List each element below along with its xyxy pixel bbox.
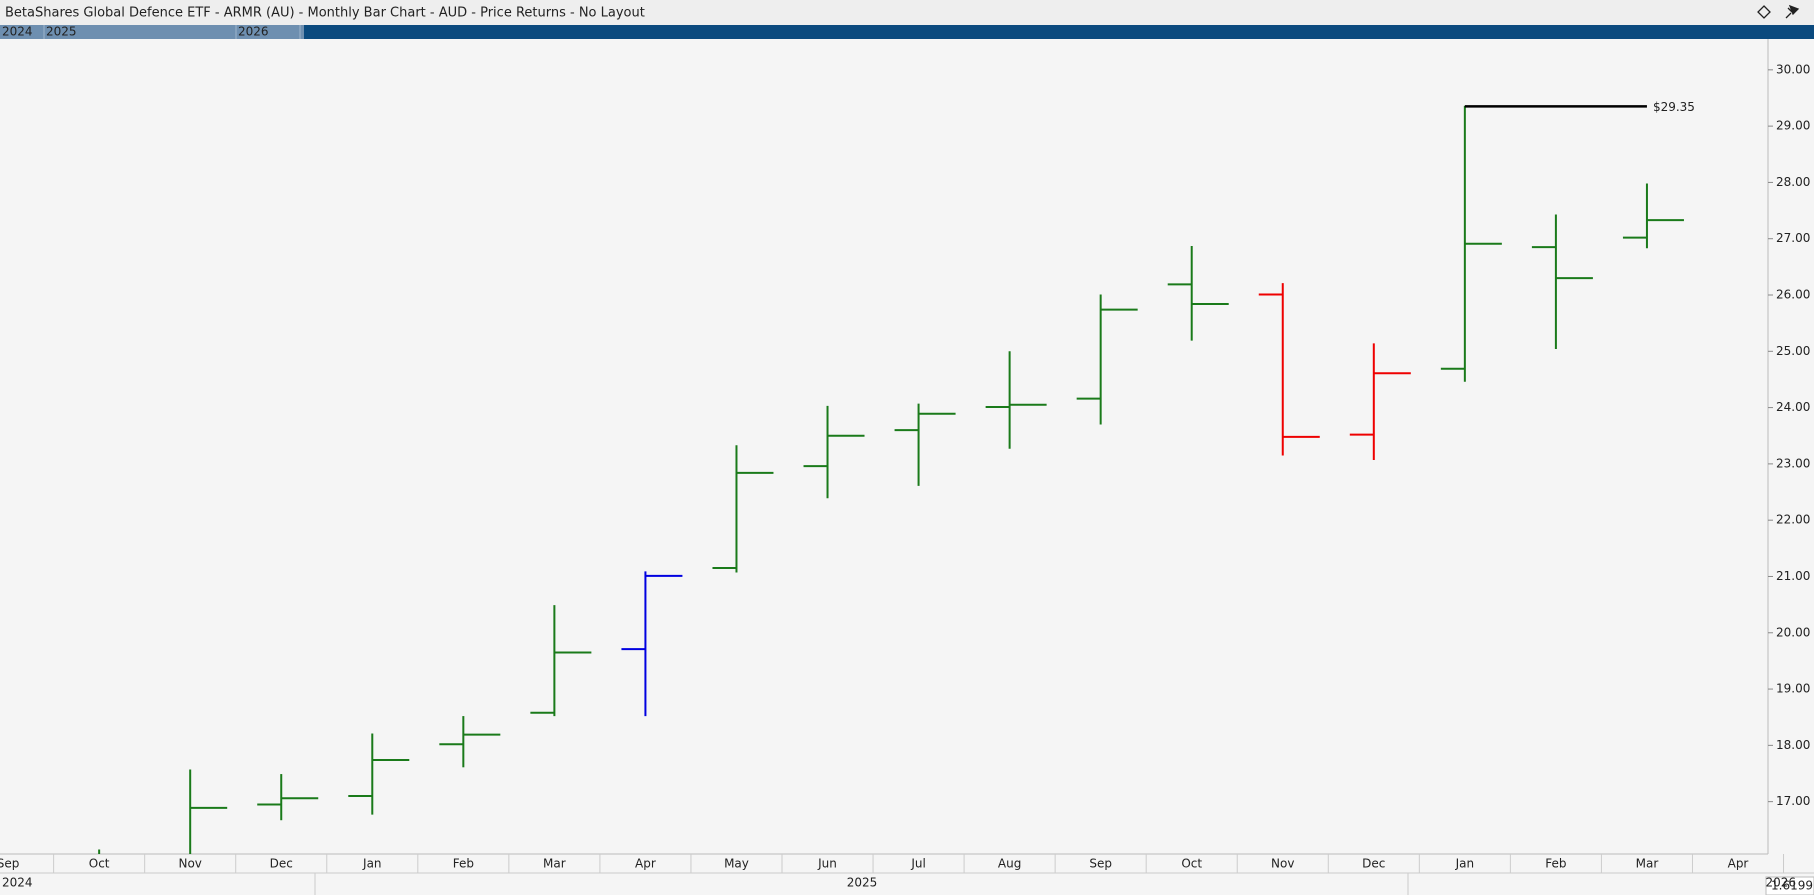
x-tick-label: Jan xyxy=(362,857,382,871)
x-tick-label: Feb xyxy=(1545,857,1566,871)
x-tick-label: Jun xyxy=(817,857,837,871)
x-tick-label: May xyxy=(724,857,749,871)
y-tick-label: 27.00 xyxy=(1776,231,1810,245)
x-tick-label: Jan xyxy=(1455,857,1475,871)
y-tick-label: 28.00 xyxy=(1776,175,1810,189)
year-label: 2026 xyxy=(1765,876,1796,890)
y-tick-label: 20.00 xyxy=(1776,625,1810,639)
y-tick-label: 18.00 xyxy=(1776,738,1810,752)
diamond-icon[interactable] xyxy=(1757,5,1771,19)
y-tick-label: 30.00 xyxy=(1776,62,1810,76)
status-box xyxy=(1765,876,1814,895)
status-value: 1.6199 xyxy=(1771,879,1813,893)
x-tick-label: Mar xyxy=(1636,857,1659,871)
x-tick-label: Jul xyxy=(910,857,925,871)
y-tick-label: 22.00 xyxy=(1776,513,1810,527)
year-label: 2024 xyxy=(2,876,33,890)
x-tick-label: Mar xyxy=(543,857,566,871)
y-axis-area xyxy=(1768,39,1814,854)
x-tick-label: Nov xyxy=(1271,857,1294,871)
navigator-label: 2024 xyxy=(2,25,33,39)
year-label: 2025 xyxy=(847,876,878,890)
x-tick-label: Oct xyxy=(89,857,110,871)
x-tick-label: Dec xyxy=(1362,857,1385,871)
y-tick-label: 23.00 xyxy=(1776,456,1810,470)
x-tick-label: Apr xyxy=(1728,857,1749,871)
x-tick-label: Feb xyxy=(453,857,474,871)
x-tick-label: Aug xyxy=(998,857,1021,871)
x-tick-label: Sep xyxy=(0,857,19,871)
annotation-label: $29.35 xyxy=(1653,100,1695,114)
y-tick-label: 17.00 xyxy=(1776,794,1810,808)
y-tick-label: 21.00 xyxy=(1776,569,1810,583)
navigator-label: 2026 xyxy=(238,25,269,39)
x-tick-label: Dec xyxy=(270,857,293,871)
pin-icon[interactable] xyxy=(1785,4,1800,19)
y-tick-label: 26.00 xyxy=(1776,288,1810,302)
y-tick-label: 19.00 xyxy=(1776,682,1810,696)
y-tick-label: 25.00 xyxy=(1776,344,1810,358)
x-tick-label: Apr xyxy=(635,857,656,871)
y-tick-label: 29.00 xyxy=(1776,119,1810,133)
y-tick-label: 24.00 xyxy=(1776,400,1810,414)
chart-title: BetaShares Global Defence ETF - ARMR (AU… xyxy=(5,6,645,21)
header-bar xyxy=(0,0,1814,25)
x-tick-label: Oct xyxy=(1181,857,1202,871)
navigator-label: 2025 xyxy=(46,25,77,39)
navigator-bar[interactable] xyxy=(0,25,1814,39)
x-tick-label: Sep xyxy=(1089,857,1112,871)
navigator-window[interactable] xyxy=(0,25,304,39)
x-tick-label: Nov xyxy=(178,857,201,871)
